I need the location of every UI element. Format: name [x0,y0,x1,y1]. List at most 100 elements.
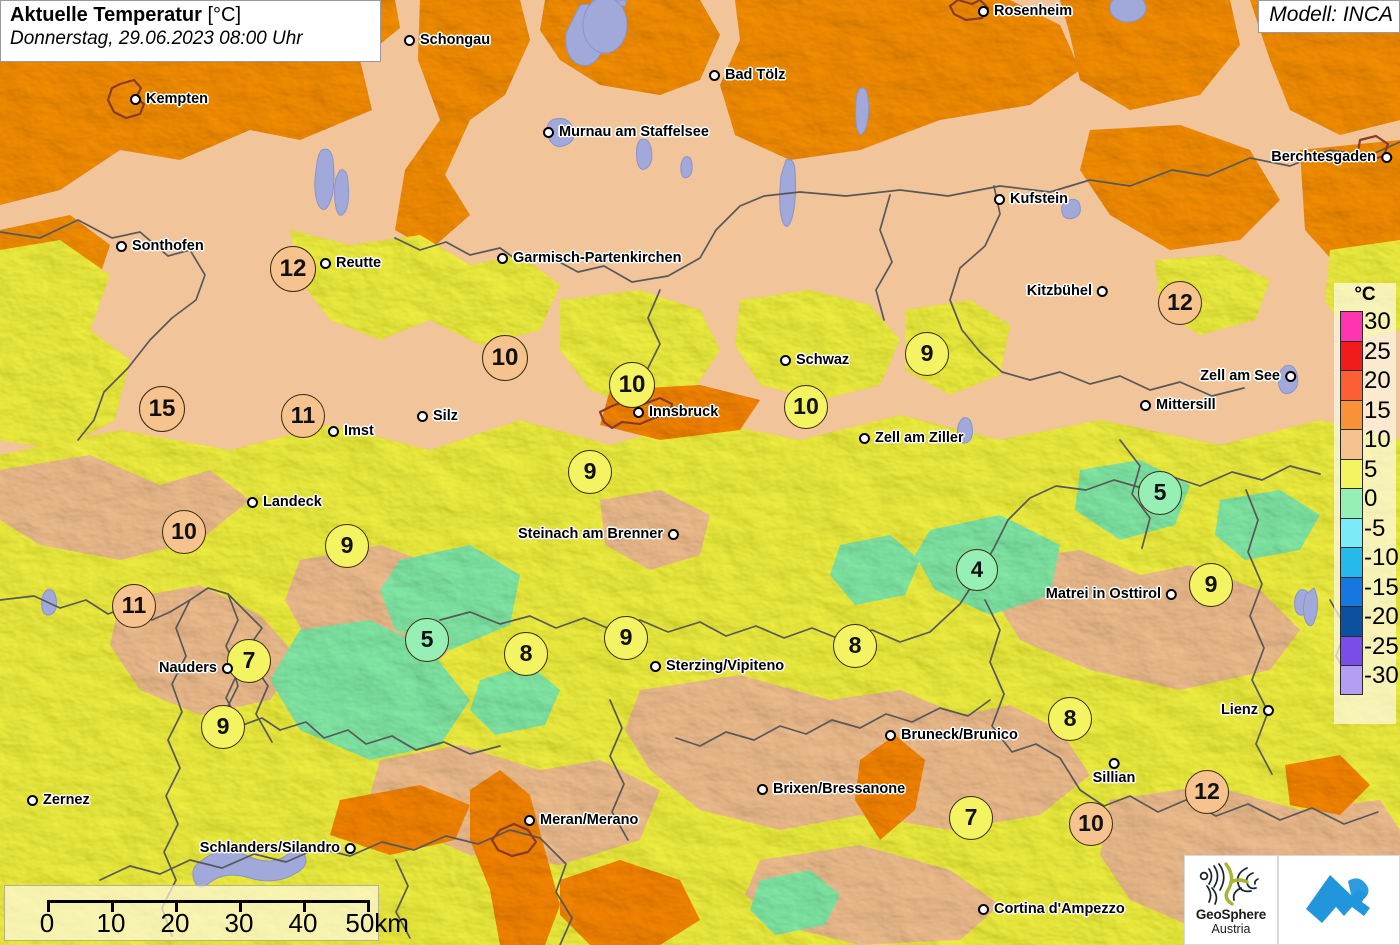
city-marker[interactable]: Steinach am Brenner [518,526,679,542]
city-marker[interactable]: Bad Tölz [709,67,785,83]
city-marker[interactable]: Sonthofen [116,238,204,254]
station-marker[interactable]: 12 [270,246,316,292]
station-marker[interactable]: 10 [1069,802,1113,846]
station-marker[interactable]: 15 [139,386,185,432]
legend-swatch [1340,458,1363,488]
station-marker[interactable]: 10 [784,385,828,429]
station-marker[interactable]: 12 [1185,770,1229,814]
city-marker[interactable]: Garmisch-Partenkirchen [497,250,681,266]
city-marker[interactable]: Sterzing/Vipiteno [650,658,784,674]
city-marker[interactable]: Mittersill [1140,397,1216,413]
city-marker[interactable]: Zell am Ziller [859,430,964,446]
city-marker[interactable]: Schongau [404,32,490,48]
station-marker[interactable]: 12 [1158,281,1202,325]
city-label: Schwaz [796,352,850,368]
station-marker[interactable]: 9 [568,450,612,494]
scale-tick [367,900,370,912]
city-label: Lienz [1220,702,1258,718]
station-temperature-value: 4 [970,556,984,582]
city-dot-icon [543,126,554,138]
legend-tick-label: 5 [1364,455,1378,483]
city-marker[interactable]: Matrei in Osttirol [1046,586,1177,602]
station-marker[interactable]: 5 [405,618,449,662]
station-marker[interactable]: 8 [833,624,877,668]
city-dot-icon [978,5,989,17]
station-marker[interactable]: 11 [281,394,325,438]
station-temperature-value: 5 [1153,479,1167,506]
city-dot-icon [668,528,679,540]
city-marker[interactable]: Cortina d'Ampezzo [978,901,1125,917]
station-temperature-value: 12 [279,254,307,282]
station-marker[interactable]: 10 [162,510,206,554]
city-marker[interactable]: Lienz [1221,702,1274,718]
legend-swatch [1340,517,1363,547]
scale-tick [111,900,114,912]
station-marker[interactable]: 5 [1138,471,1182,515]
station-temperature-value: 9 [583,458,597,485]
station-marker[interactable]: 10 [609,362,655,408]
city-marker[interactable]: Kempten [130,91,208,107]
legend-swatch [1340,576,1363,606]
city-marker[interactable]: Brixen/Bressanone [757,781,905,797]
city-dot-icon [885,729,896,741]
city-dot-icon [328,425,339,437]
city-label: Nauders [158,660,217,676]
city-marker[interactable]: Landeck [247,494,322,510]
city-label: Kempten [146,91,209,107]
city-dot-icon [1108,758,1120,769]
city-marker[interactable]: Berchtesgaden [1271,149,1392,165]
city-marker[interactable]: Imst [328,423,374,439]
station-marker[interactable]: 11 [112,584,156,628]
legend-swatch [1340,311,1363,341]
city-label: Sonthofen [132,238,204,254]
city-marker[interactable]: Schwaz [780,352,849,368]
station-temperature-value: 9 [216,713,230,740]
station-marker[interactable]: 7 [227,639,271,683]
city-dot-icon [780,354,791,366]
city-marker[interactable]: Zell am See [1200,368,1296,384]
station-marker[interactable]: 7 [949,796,993,840]
city-marker[interactable]: Nauders [159,660,233,676]
city-dot-icon [1285,370,1296,382]
station-temperature-value: 9 [340,532,354,559]
city-marker[interactable]: Silz [417,408,458,424]
city-dot-icon [345,842,356,854]
city-marker[interactable]: Schlanders/Silandro [200,840,356,856]
station-marker[interactable]: 8 [504,632,548,676]
city-dot-icon [404,34,415,46]
city-marker[interactable]: Innsbruck [633,404,718,420]
station-temperature-value: 11 [121,592,147,619]
scale-tick [239,900,242,912]
city-marker[interactable]: Kitzbühel [1027,283,1108,299]
legend-labels: 30 25 20 15 10 5 0 -5 -10 -15 -20 -25 -30 [1364,310,1399,695]
station-marker[interactable]: 9 [325,524,369,568]
station-temperature-value: 10 [491,343,519,371]
city-marker[interactable]: Meran/Merano [524,812,638,828]
station-temperature-value: 12 [1194,778,1220,805]
city-marker[interactable]: Rosenheim [978,3,1072,19]
station-marker[interactable]: 9 [1189,563,1233,607]
city-marker[interactable]: Murnau am Staffelsee [543,124,709,140]
city-dot-icon [709,69,720,81]
station-marker[interactable]: 9 [604,616,648,660]
city-marker[interactable]: Bruneck/Brunico [885,727,1018,743]
legend-tick-label: -5 [1364,514,1386,542]
station-marker[interactable]: 4 [956,549,998,591]
city-label: Mittersill [1156,397,1216,413]
city-marker[interactable]: Sillian [1093,758,1135,786]
scale-bar-ruler [47,900,370,912]
station-marker[interactable]: 9 [201,705,245,749]
station-marker[interactable]: 10 [482,335,528,381]
scale-tick [303,900,306,912]
city-label: Landeck [263,494,322,510]
scale-bar-labels: 0 10 20 30 40 50km [5,908,409,940]
city-marker[interactable]: Reutte [320,255,381,271]
city-marker[interactable]: Zernez [27,792,90,808]
station-marker[interactable]: 8 [1048,697,1092,741]
city-label: Imst [344,423,374,439]
legend-tick-label: 25 [1364,337,1391,365]
station-marker[interactable]: 9 [905,332,949,376]
city-marker[interactable]: Kufstein [994,191,1068,207]
